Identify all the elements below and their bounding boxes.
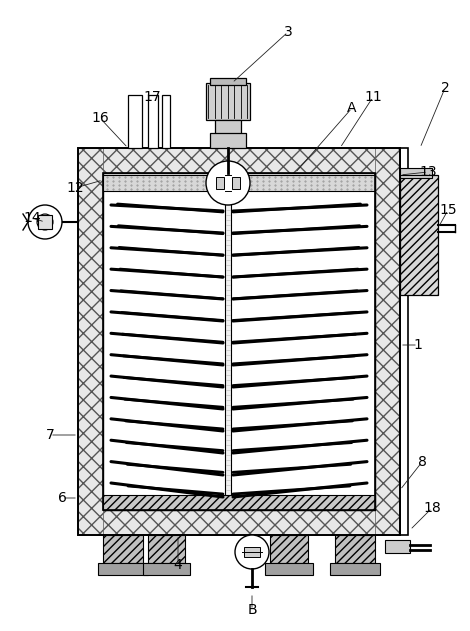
Bar	[143, 563, 190, 575]
Bar	[148, 95, 158, 148]
Bar	[78, 148, 400, 535]
Bar	[128, 95, 142, 148]
Text: 1: 1	[414, 338, 423, 352]
Text: B: B	[247, 603, 257, 617]
Bar	[210, 133, 246, 148]
Bar	[206, 83, 250, 120]
Bar	[375, 148, 400, 535]
Bar	[400, 168, 432, 178]
Text: 16: 16	[91, 111, 109, 125]
Bar	[335, 535, 375, 563]
Bar	[103, 535, 143, 563]
Bar	[385, 540, 410, 553]
Bar	[103, 175, 375, 191]
Bar	[103, 173, 375, 510]
Bar	[215, 120, 241, 135]
Text: 3: 3	[283, 25, 292, 39]
Text: 14: 14	[23, 211, 41, 225]
Text: 7: 7	[46, 428, 55, 442]
Bar	[103, 495, 375, 510]
Text: 18: 18	[423, 501, 441, 515]
Circle shape	[206, 161, 250, 205]
Text: 6: 6	[57, 491, 66, 505]
Bar	[400, 175, 438, 295]
Bar	[244, 547, 260, 557]
Text: 8: 8	[417, 455, 426, 469]
Bar	[98, 563, 148, 575]
Bar	[78, 510, 400, 535]
Bar	[162, 95, 170, 148]
Circle shape	[28, 205, 62, 239]
Circle shape	[235, 535, 269, 569]
Text: 17: 17	[143, 90, 161, 104]
Bar	[232, 177, 240, 189]
Text: 2: 2	[441, 81, 449, 95]
Bar	[103, 173, 375, 510]
Bar	[148, 535, 185, 563]
Bar	[270, 535, 308, 563]
Bar	[400, 148, 408, 535]
Bar	[330, 563, 380, 575]
Bar	[78, 148, 400, 173]
Bar	[210, 78, 246, 85]
Bar	[38, 215, 52, 229]
Text: A: A	[347, 101, 357, 115]
Bar	[225, 191, 231, 495]
Bar	[78, 148, 103, 535]
Text: 15: 15	[439, 203, 457, 217]
Text: 13: 13	[419, 165, 437, 179]
Circle shape	[37, 214, 53, 230]
Text: 4: 4	[173, 558, 182, 572]
Bar	[216, 177, 224, 189]
Text: 12: 12	[66, 181, 84, 195]
Bar	[265, 563, 313, 575]
Text: 11: 11	[364, 90, 382, 104]
